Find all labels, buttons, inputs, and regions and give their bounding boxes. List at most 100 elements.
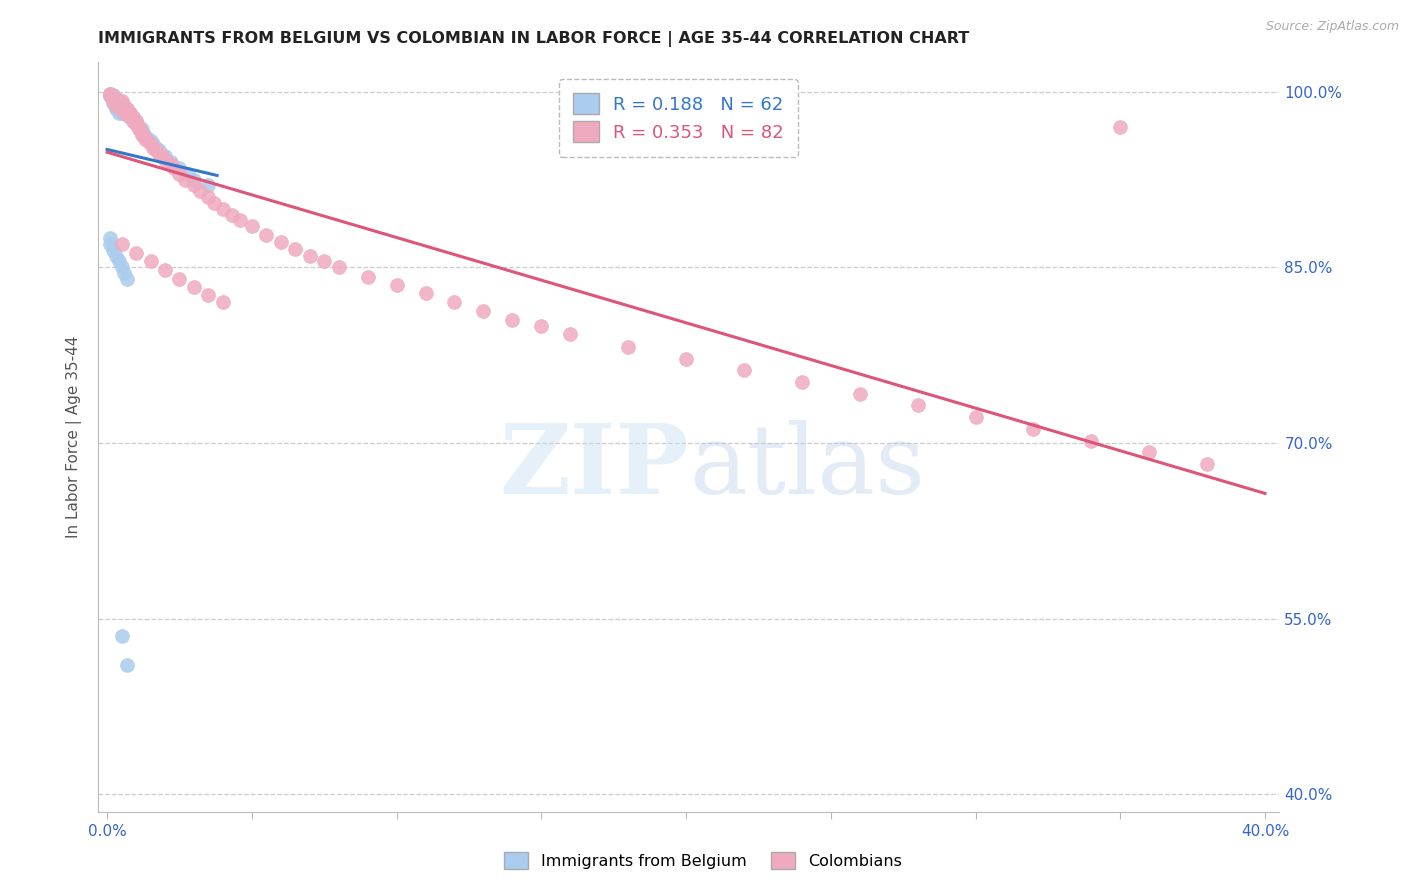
Point	[107, 100, 129, 114]
Point	[148, 146, 170, 161]
Point	[114, 99, 136, 113]
Point	[560, 326, 582, 341]
Point	[128, 120, 150, 134]
Point	[328, 260, 350, 275]
Point	[314, 254, 336, 268]
Point	[145, 141, 167, 155]
Point	[128, 122, 150, 136]
Point	[530, 318, 553, 333]
Point	[98, 231, 121, 245]
Point	[104, 249, 127, 263]
Point	[254, 227, 277, 242]
Point	[197, 190, 219, 204]
Point	[153, 262, 176, 277]
Point	[101, 96, 124, 111]
Point	[110, 99, 132, 113]
Point	[142, 137, 165, 152]
Point	[107, 99, 129, 113]
Point	[202, 196, 225, 211]
Point	[907, 399, 929, 413]
Point	[169, 161, 191, 175]
Point	[98, 88, 121, 103]
Text: Source: ZipAtlas.com: Source: ZipAtlas.com	[1265, 20, 1399, 33]
Point	[110, 96, 132, 111]
Point	[443, 295, 465, 310]
Point	[122, 111, 145, 125]
Point	[221, 208, 243, 222]
Point	[134, 129, 156, 144]
Point	[159, 157, 181, 171]
Point	[1109, 120, 1132, 134]
Point	[848, 386, 870, 401]
Point	[107, 254, 129, 268]
Point	[104, 90, 127, 104]
Point	[356, 269, 378, 284]
Point	[122, 114, 145, 128]
Point	[117, 102, 139, 116]
Legend: R = 0.188   N = 62, R = 0.353   N = 82: R = 0.188 N = 62, R = 0.353 N = 82	[558, 79, 799, 157]
Point	[101, 94, 124, 108]
Point	[98, 236, 121, 251]
Point	[110, 236, 132, 251]
Point	[98, 87, 121, 101]
Point	[733, 363, 755, 377]
Point	[107, 96, 129, 111]
Point	[169, 167, 191, 181]
Point	[101, 88, 124, 103]
Point	[501, 313, 523, 327]
Point	[110, 105, 132, 120]
Point	[131, 122, 153, 136]
Point	[139, 137, 162, 152]
Point	[212, 202, 235, 216]
Point	[139, 254, 162, 268]
Point	[104, 93, 127, 107]
Point	[128, 120, 150, 134]
Point	[117, 108, 139, 122]
Point	[153, 153, 176, 167]
Point	[110, 102, 132, 116]
Point	[617, 340, 640, 354]
Point	[101, 243, 124, 257]
Text: atlas: atlas	[689, 420, 925, 514]
Point	[120, 105, 142, 120]
Point	[110, 260, 132, 275]
Point	[110, 99, 132, 113]
Point	[139, 134, 162, 148]
Point	[104, 96, 127, 111]
Point	[131, 126, 153, 140]
Point	[183, 172, 205, 186]
Point	[145, 143, 167, 157]
Point	[110, 94, 132, 108]
Point	[114, 266, 136, 280]
Point	[1137, 445, 1160, 459]
Point	[183, 280, 205, 294]
Point	[104, 99, 127, 113]
Point	[107, 94, 129, 108]
Point	[122, 111, 145, 125]
Point	[965, 410, 987, 425]
Point	[675, 351, 697, 366]
Point	[125, 118, 148, 132]
Point	[114, 105, 136, 120]
Point	[415, 286, 437, 301]
Point	[120, 111, 142, 125]
Point	[98, 88, 121, 103]
Point	[177, 167, 200, 181]
Point	[148, 143, 170, 157]
Point	[117, 105, 139, 120]
Point	[104, 102, 127, 116]
Point	[98, 87, 121, 101]
Point	[101, 90, 124, 104]
Point	[110, 102, 132, 116]
Point	[107, 102, 129, 116]
Point	[163, 161, 186, 175]
Point	[790, 375, 813, 389]
Point	[125, 114, 148, 128]
Point	[1022, 422, 1045, 436]
Point	[197, 288, 219, 302]
Point	[120, 105, 142, 120]
Point	[120, 111, 142, 125]
Point	[114, 99, 136, 113]
Text: IMMIGRANTS FROM BELGIUM VS COLOMBIAN IN LABOR FORCE | AGE 35-44 CORRELATION CHAR: IMMIGRANTS FROM BELGIUM VS COLOMBIAN IN …	[98, 31, 970, 47]
Point	[270, 235, 292, 249]
